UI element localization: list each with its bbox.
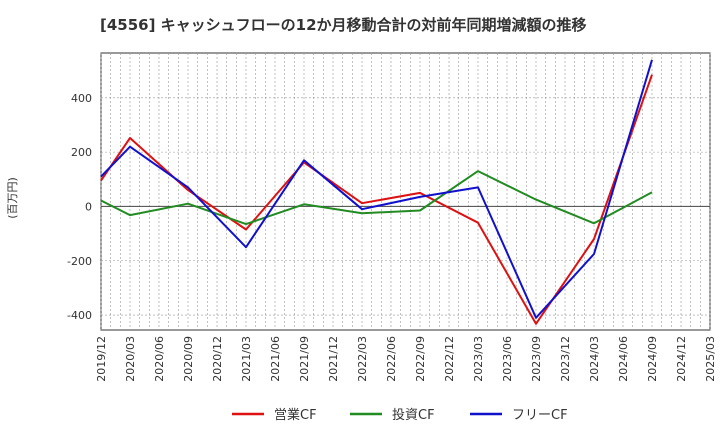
legend-label: 営業CF <box>274 407 317 423</box>
x-tick-label: 2022/06 <box>385 336 398 382</box>
legend: 営業CF 投資CF フリーCF <box>232 407 568 423</box>
x-tick-labels: 2019/12 2020/03 2020/06 2020/09 2020/12 2021/… <box>95 336 717 382</box>
y-tick-label: -400 <box>67 309 92 322</box>
y-tick-label: 0 <box>85 200 92 213</box>
x-tick-label: 2020/12 <box>211 336 224 382</box>
series-line-3 <box>100 59 653 319</box>
x-tick-label: 2020/09 <box>182 336 195 382</box>
x-tick-label: 2021/03 <box>240 336 253 382</box>
series-line-2 <box>100 170 653 226</box>
x-tick-label: 2023/12 <box>559 336 572 382</box>
x-tick-label: 2020/03 <box>124 336 137 382</box>
y-axis-label: (百万円) <box>6 177 19 219</box>
x-tick-label: 2022/09 <box>414 336 427 382</box>
x-tick-label: 2024/06 <box>617 336 630 382</box>
chart-title: [4556] キャッシュフローの12か月移動合計の対前年同期増減額の推移 <box>100 16 587 34</box>
x-tick-label: 2024/09 <box>646 336 659 382</box>
x-tick-label: 2021/09 <box>298 336 311 382</box>
x-tick-label: 2021/12 <box>327 336 340 382</box>
x-tick-label: 2021/06 <box>269 336 282 382</box>
grid <box>100 53 711 330</box>
plot-frame <box>100 52 711 331</box>
x-tick-label: 2019/12 <box>95 336 108 382</box>
y-tick-label: -200 <box>67 255 92 268</box>
x-tick-label: 2024/12 <box>675 336 688 382</box>
y-tick-label: 400 <box>71 92 92 105</box>
series-group <box>100 59 653 325</box>
x-tick-label: 2025/03 <box>704 336 717 382</box>
legend-label: 投資CF <box>392 407 435 423</box>
x-tick-label: 2023/09 <box>530 336 543 382</box>
legend-label: フリーCF <box>512 408 568 423</box>
x-tick-label: 2023/03 <box>472 336 485 382</box>
x-tick-label: 2022/03 <box>356 336 369 382</box>
x-tick-label: 2024/03 <box>588 336 601 382</box>
x-tick-label: 2020/06 <box>153 336 166 382</box>
x-tick-label: 2022/12 <box>443 336 456 382</box>
y-tick-label: 200 <box>71 146 92 159</box>
x-tick-label: 2023/06 <box>501 336 514 382</box>
y-tick-labels: -400 -200 0 200 400 <box>67 92 92 322</box>
